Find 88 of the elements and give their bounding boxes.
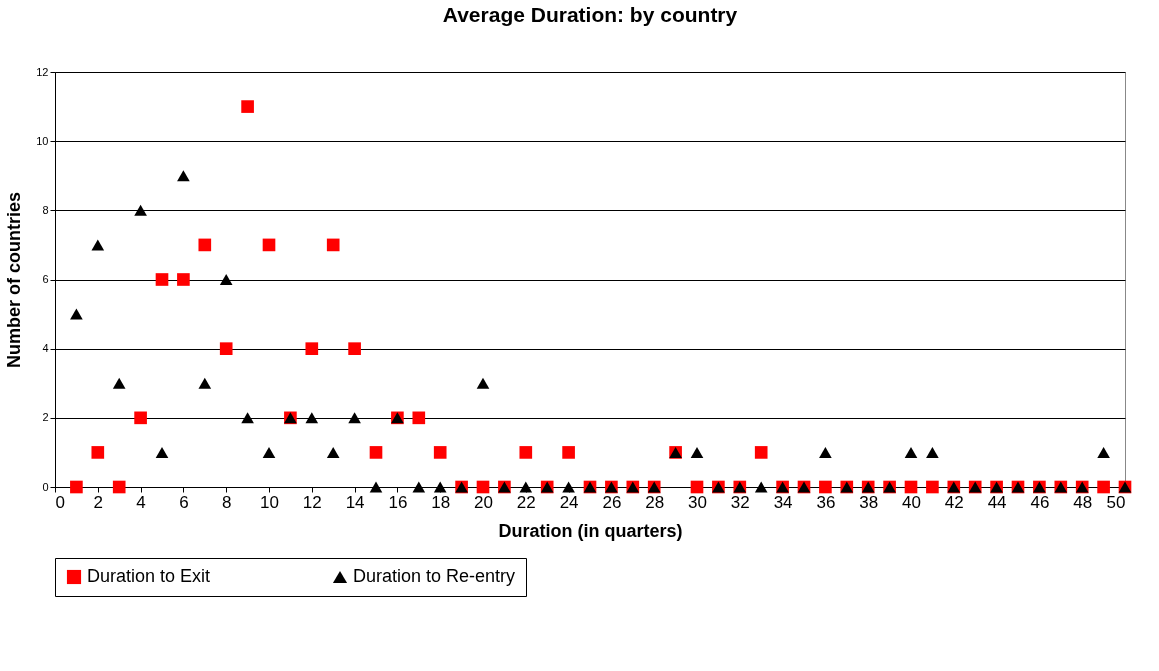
point [369,481,383,493]
point [819,480,832,494]
point [326,446,340,458]
x-tick-label: 30 [688,492,707,512]
x-tick-label: 16 [388,492,408,512]
point [754,446,768,459]
point [926,480,939,494]
y-tick-label: 2 [42,411,49,424]
x-tick-label: 8 [221,492,232,512]
point [562,446,575,459]
point [1097,446,1110,458]
point [519,481,533,493]
point [412,481,426,493]
point [412,411,426,425]
point [926,446,939,458]
point [219,342,233,355]
x-tick-label: 28 [645,492,665,512]
point [177,273,190,286]
x-tick-label: 10 [260,492,279,512]
x-tick-label: 34 [773,492,793,512]
x-tick-label: 18 [431,492,451,512]
point [690,446,704,458]
point [476,480,490,494]
point [305,342,319,355]
point [262,446,276,458]
point [241,412,254,424]
y-tick-label: 0 [42,480,49,493]
point [433,446,447,459]
y-tick-label: 10 [36,134,49,147]
legend-label: Duration to Re-entry [353,566,516,586]
point [348,412,361,424]
point [904,480,918,494]
point [70,480,83,494]
y-axis-title: Number of countries [4,191,25,369]
x-tick-label: 36 [816,492,836,512]
point [177,170,190,182]
x-tick-label: 4 [136,492,146,512]
point [198,377,212,389]
x-tick-label: 46 [1030,492,1050,512]
point [155,446,169,458]
point [91,239,105,251]
point [112,377,126,389]
x-tick-label: 20 [474,492,493,512]
y-tick-label: 12 [36,65,49,78]
x-tick-label: 6 [179,492,189,512]
point [1097,480,1110,494]
x-tick-label: 14 [345,492,365,512]
point [519,446,533,459]
point [91,446,105,459]
point [198,238,212,252]
point [904,446,918,458]
point [819,446,832,458]
x-tick-label: 0 [55,492,65,512]
x-tick-label: 24 [559,492,579,512]
point [134,411,147,425]
point [70,308,83,320]
x-tick-label: 32 [730,492,750,512]
chart-title: Average Duration: by country [442,3,738,26]
point [348,342,361,355]
x-tick-label: 2 [93,492,104,512]
point [369,446,383,459]
point [433,481,447,493]
x-tick-label: 48 [1073,492,1093,512]
point [476,377,490,389]
point [690,480,704,494]
point [326,238,340,252]
x-axis-title: Duration (in quarters) [498,520,683,541]
x-tick-label: 26 [602,492,622,512]
legend-label: Duration to Exit [87,566,211,586]
point [305,412,319,424]
x-tick-label: 44 [987,492,1007,512]
point [112,480,126,494]
x-tick-label: 40 [902,492,921,512]
point [562,481,575,493]
y-tick-label: 4 [42,342,49,355]
point [134,204,147,216]
x-tick-label: 50 [1106,492,1126,512]
point [241,100,254,113]
y-tick-label: 8 [42,203,49,216]
x-tick-label: 38 [859,492,879,512]
point [219,274,233,285]
point [155,273,169,286]
point [754,481,768,493]
point [262,238,276,252]
y-tick-label: 6 [42,273,49,285]
x-tick-label: 22 [516,492,536,512]
x-tick-label: 42 [944,492,964,512]
x-tick-label: 12 [302,492,322,512]
